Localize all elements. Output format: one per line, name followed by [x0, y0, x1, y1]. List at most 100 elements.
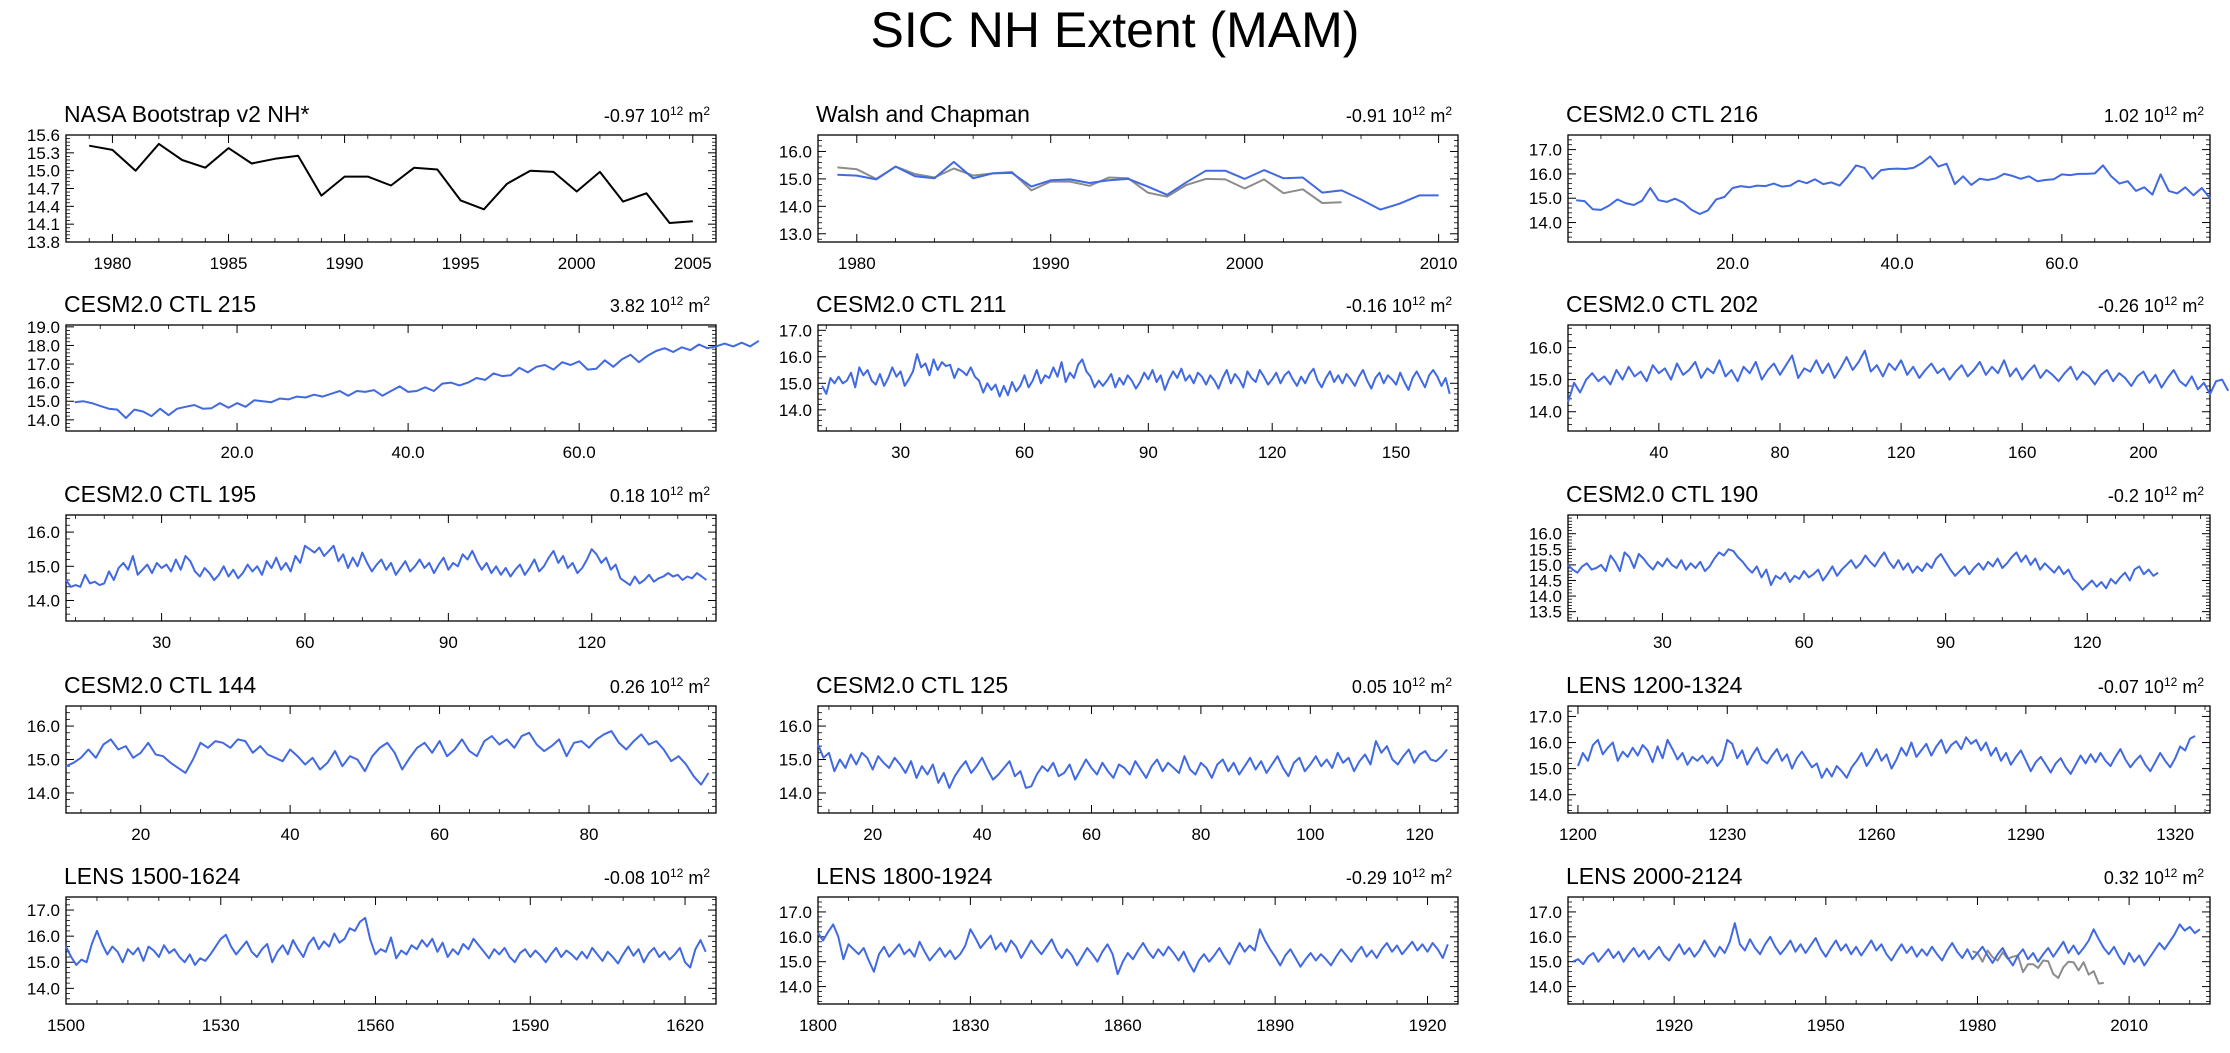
series-line: [817, 740, 1448, 789]
trend-unit-base: 10: [650, 296, 670, 316]
trend-unit-exp: 12: [2164, 104, 2178, 118]
y-tick-label: 14.0: [27, 784, 60, 803]
y-tick-label: 15.0: [1529, 371, 1562, 390]
trend-label: 0.18 1012 m2: [610, 484, 710, 506]
x-tick-label: 40: [973, 825, 992, 844]
trend-label: 3.82 1012 m2: [610, 294, 710, 316]
chart-panel-10: CESM2.0 CTL 125 0.05 1012 m2 14.0 15.0 16.0 2…: [779, 672, 1459, 844]
panel-title: CESM2.0 CTL 144: [64, 672, 256, 698]
trend-unit-sup: 2: [2197, 104, 2204, 118]
x-tick-label: 120: [1887, 443, 1915, 462]
y-tick-label: 15.6: [27, 126, 60, 145]
panel-title: Walsh and Chapman: [816, 101, 1030, 127]
y-tick-label: 14.0: [1529, 786, 1562, 805]
trend-value: -0.2: [2108, 486, 2144, 506]
y-tick-label: 16.0: [27, 523, 60, 542]
trend-label: 1.02 1012 m2: [2104, 104, 2204, 126]
panel-title: CESM2.0 CTL 216: [1566, 101, 1758, 127]
y-tick-label: 16.0: [1529, 338, 1562, 357]
x-tick-label: 1500: [47, 1016, 85, 1035]
y-tick-label: 13.8: [27, 233, 60, 252]
trend-label: -0.26 1012 m2: [2098, 294, 2204, 316]
trend-value: -0.07: [2098, 677, 2144, 697]
trend-value: 1.02: [2104, 106, 2144, 126]
y-tick-label: 13.0: [779, 225, 812, 244]
trend-unit-sup: 2: [2197, 294, 2204, 308]
x-tick-label: 1830: [951, 1016, 989, 1035]
trend-unit-suffix: m: [683, 296, 703, 316]
y-tick-label: 16.0: [779, 717, 812, 736]
y-tick-label: 14.0: [27, 979, 60, 998]
x-tick-label: 80: [580, 825, 599, 844]
trend-unit-sup: 2: [703, 675, 710, 689]
x-tick-label: 1800: [799, 1016, 837, 1035]
trend-value: 0.26: [610, 677, 650, 697]
chart-panel-5: CESM2.0 CTL 211 -0.16 1012 m2 14.0 15.0 16.0…: [779, 291, 1459, 462]
x-tick-label: 1890: [1256, 1016, 1294, 1035]
y-tick-label: 16.0: [1529, 734, 1562, 753]
x-tick-label: 60: [1015, 443, 1034, 462]
x-tick-label: 30: [152, 633, 171, 652]
x-tick-label: 120: [2073, 633, 2101, 652]
y-tick-label: 14.0: [779, 401, 812, 420]
trend-unit-suffix: m: [2177, 677, 2197, 697]
trend-value: -0.08: [604, 868, 650, 888]
x-tick-label: 1860: [1104, 1016, 1142, 1035]
y-tick-label: 16.0: [1529, 525, 1562, 544]
plot-frame: [1567, 896, 2211, 1005]
page-title: SIC NH Extent (MAM): [870, 2, 1360, 58]
x-tick-label: 1260: [1858, 825, 1896, 844]
y-tick-label: 14.0: [1529, 403, 1562, 422]
y-tick-label: 17.0: [779, 903, 812, 922]
chart-panel-9: CESM2.0 CTL 144 0.26 1012 m2 14.0 15.0 16.0 2…: [27, 672, 717, 844]
chart-panel-13: LENS 1800-1924 -0.29 1012 m2 14.0 15.0 16.0 1…: [779, 863, 1459, 1035]
y-tick-label: 15.0: [27, 953, 60, 972]
panel-title: CESM2.0 CTL 202: [1566, 291, 1758, 317]
x-tick-label: 1290: [2007, 825, 2045, 844]
series-line: [837, 160, 1439, 211]
x-tick-label: 60: [430, 825, 449, 844]
trend-label: 0.05 1012 m2: [1352, 675, 1452, 697]
series-line: [817, 923, 1449, 976]
trend-unit-sup: 2: [2197, 484, 2204, 498]
x-tick-label: 60: [1082, 825, 1101, 844]
x-tick-label: 1530: [202, 1016, 240, 1035]
y-tick-label: 13.5: [1529, 603, 1562, 622]
x-tick-label: 2000: [1226, 254, 1264, 273]
trend-unit-sup: 2: [1445, 294, 1452, 308]
y-tick-label: 15.0: [779, 751, 812, 770]
x-tick-label: 20: [131, 825, 150, 844]
trend-unit-exp: 12: [2164, 675, 2178, 689]
plot-frame: [65, 705, 717, 814]
x-tick-label: 2010: [2110, 1016, 2148, 1035]
x-tick-label: 120: [1258, 443, 1286, 462]
plot-frame: [1567, 324, 2211, 432]
trend-unit-exp: 12: [1412, 104, 1426, 118]
panel-title: CESM2.0 CTL 190: [1566, 481, 1758, 507]
x-tick-label: 20.0: [1716, 254, 1749, 273]
y-tick-label: 16.0: [27, 927, 60, 946]
x-tick-label: 30: [891, 443, 910, 462]
y-tick-label: 17.0: [27, 355, 60, 374]
trend-label: -0.07 1012 m2: [2098, 675, 2204, 697]
trend-unit-base: 10: [1392, 106, 1412, 126]
trend-unit-exp: 12: [2164, 484, 2178, 498]
trend-unit-base: 10: [1392, 296, 1412, 316]
trend-value: -0.16: [1346, 296, 1392, 316]
trend-unit-suffix: m: [1425, 296, 1445, 316]
trend-unit-exp: 12: [670, 484, 684, 498]
trend-label: -0.97 1012 m2: [604, 104, 710, 126]
trend-unit-exp: 12: [670, 294, 684, 308]
trend-unit-suffix: m: [2177, 486, 2197, 506]
plot-frame: [65, 134, 717, 243]
plot-frame: [1567, 514, 2211, 622]
trend-unit-sup: 2: [703, 104, 710, 118]
x-tick-label: 40: [281, 825, 300, 844]
trend-unit-exp: 12: [1412, 294, 1426, 308]
x-tick-label: 2010: [1420, 254, 1458, 273]
panel-title: LENS 2000-2124: [1566, 863, 1743, 889]
trend-unit-base: 10: [650, 868, 670, 888]
x-tick-label: 1990: [326, 254, 364, 273]
y-tick-label: 15.0: [1529, 556, 1562, 575]
